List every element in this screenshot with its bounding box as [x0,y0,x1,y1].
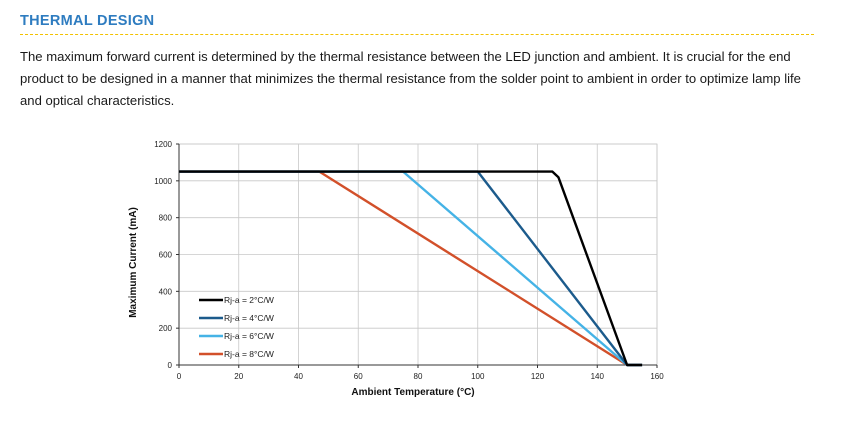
series-line [179,170,643,367]
legend-label: Rj-a = 2°C/W [224,295,274,305]
y-tick-label: 200 [159,324,173,333]
x-tick-label: 160 [650,372,664,381]
x-tick-label: 140 [591,372,605,381]
x-tick-label: 120 [531,372,545,381]
x-tick-label: 80 [414,372,423,381]
x-axis-title: Ambient Temperature (°C) [351,387,474,398]
x-tick-label: 40 [294,372,303,381]
y-tick-label: 1200 [154,140,172,149]
y-tick-label: 400 [159,287,173,296]
legend-label: Rj-a = 6°C/W [224,331,274,341]
x-tick-label: 100 [471,372,485,381]
description-paragraph: The maximum forward current is determine… [20,49,801,108]
y-tick-label: 600 [159,251,173,260]
section-title: THERMAL DESIGN [20,13,155,29]
x-tick-label: 0 [177,372,182,381]
legend-label: Rj-a = 4°C/W [224,313,274,323]
x-tick-label: 60 [354,372,363,381]
y-tick-label: 1000 [154,177,172,186]
legend-label: Rj-a = 8°C/W [224,349,274,359]
y-tick-label: 800 [159,214,173,223]
y-axis-title: Maximum Current (mA) [128,207,139,318]
x-tick-label: 20 [234,372,243,381]
y-tick-label: 0 [168,361,173,370]
heading-divider [20,34,814,35]
